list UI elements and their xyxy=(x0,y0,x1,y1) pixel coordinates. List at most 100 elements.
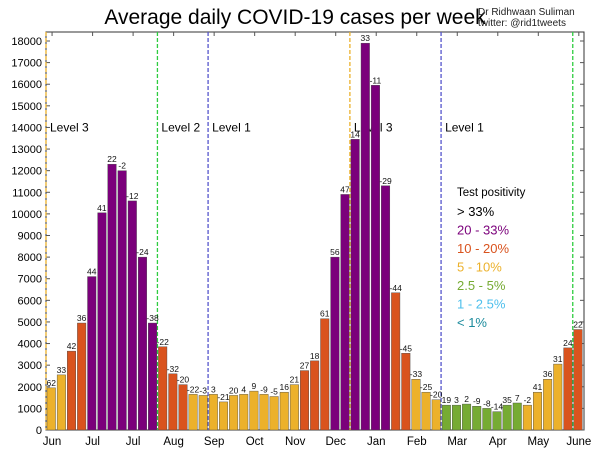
x-tick-label: Mar xyxy=(447,436,467,448)
bar-label: 9 xyxy=(251,381,256,391)
bar xyxy=(168,373,178,431)
legend-entry: 20 - 33% xyxy=(457,223,509,238)
x-tick-label: Feb xyxy=(407,436,427,448)
y-tick-label: 8000 xyxy=(18,252,42,264)
bar xyxy=(573,329,583,431)
bar-label: -14 xyxy=(491,402,504,412)
bar-label: -38 xyxy=(146,313,159,323)
bar xyxy=(188,394,198,431)
y-tick-label: 17000 xyxy=(11,58,42,70)
y-tick-label: 0 xyxy=(36,425,42,437)
bar xyxy=(553,363,563,431)
bar xyxy=(563,347,573,431)
y-tick-label: 6000 xyxy=(18,295,42,307)
bar-label: 41 xyxy=(533,382,543,392)
bar-label: -22 xyxy=(157,337,170,347)
bar-label: 27 xyxy=(300,361,310,371)
bar xyxy=(208,394,218,431)
bar xyxy=(350,139,360,431)
bar xyxy=(543,379,553,431)
bar xyxy=(472,406,482,431)
bar-label: 3 xyxy=(454,395,459,405)
bar-label: 21 xyxy=(290,375,300,385)
bar-label: -24 xyxy=(136,247,149,257)
bar xyxy=(411,379,421,431)
bar-label: 36 xyxy=(543,369,553,379)
bar xyxy=(249,390,259,431)
y-tick-label: 13000 xyxy=(11,144,42,156)
lockdown-level-label: Level 2 xyxy=(161,120,200,134)
bar xyxy=(107,163,117,431)
x-tick-label: Jul xyxy=(126,436,141,448)
bar xyxy=(492,411,502,431)
bar-label: -9 xyxy=(260,384,268,394)
bar xyxy=(512,402,522,431)
bar xyxy=(360,42,370,431)
bar xyxy=(269,396,279,431)
bar-label: 16 xyxy=(280,382,290,392)
bar-label: -33 xyxy=(410,369,423,379)
x-tick-label: Dec xyxy=(325,436,346,448)
bar xyxy=(431,399,441,431)
bar-label: -9 xyxy=(473,396,481,406)
bar xyxy=(300,370,309,431)
y-tick-label: 18000 xyxy=(11,36,42,48)
x-tick-label: Jan xyxy=(367,436,386,448)
bar-label: 24 xyxy=(563,338,573,348)
bar-label: -32 xyxy=(167,364,180,374)
bar xyxy=(391,292,401,431)
lockdown-level-label: Level 3 xyxy=(50,120,89,134)
bar xyxy=(401,353,411,431)
y-tick-label: 1000 xyxy=(18,403,42,415)
bar-label: 3 xyxy=(211,384,216,394)
y-tick-label: 7000 xyxy=(18,274,42,286)
x-tick-label: Nov xyxy=(285,436,306,448)
bar xyxy=(370,85,380,431)
bar-label: -25 xyxy=(420,382,433,392)
x-tick-label: Apr xyxy=(489,436,507,448)
bar xyxy=(452,404,461,431)
x-tick-label: Aug xyxy=(163,436,183,448)
bar xyxy=(259,394,269,431)
legend-entry: < 1% xyxy=(457,315,487,330)
x-tick-label: Jun xyxy=(43,436,62,448)
bar-label: 61 xyxy=(320,309,330,319)
bar xyxy=(381,185,391,431)
bar-label: 31 xyxy=(553,354,563,364)
y-tick-label: 4000 xyxy=(18,339,42,351)
bar xyxy=(97,212,107,431)
bar-label: 7 xyxy=(515,393,520,403)
bar-label: 22 xyxy=(107,154,117,164)
bar xyxy=(310,360,320,431)
bar xyxy=(67,350,76,431)
bar-label: 22 xyxy=(573,320,583,330)
y-tick-label: 2000 xyxy=(18,382,42,394)
legend-entry: 10 - 20% xyxy=(457,241,509,256)
bar-label: -5 xyxy=(270,387,278,397)
y-tick-label: 11000 xyxy=(12,187,42,199)
bar xyxy=(56,374,66,431)
bar xyxy=(502,404,512,431)
bar-label: -21 xyxy=(217,392,230,402)
bar xyxy=(137,256,147,431)
legend-entry: 1 - 2.5% xyxy=(457,297,506,312)
bar-label: 35 xyxy=(502,395,512,405)
bar-label: 20 xyxy=(229,385,239,395)
legend-title: Test positivity xyxy=(457,187,526,199)
bar-label: -11 xyxy=(370,75,382,85)
bar xyxy=(178,384,188,431)
bar xyxy=(117,170,127,431)
axes: 0 1000 2000 3000 4000 5000 6000 7000 8000 9000 100… xyxy=(11,31,591,448)
bar xyxy=(158,346,168,431)
y-tick-label: 3000 xyxy=(18,360,42,372)
bar xyxy=(441,404,451,431)
x-tick-label: Jul xyxy=(85,436,100,448)
bar-label: 33 xyxy=(361,33,371,43)
bar-label: 44 xyxy=(87,267,97,277)
legend: Test positivity > 33% 20 - 33% 10 - 20% 5 - … xyxy=(457,187,526,330)
x-tick-label: Sep xyxy=(204,436,224,448)
bar xyxy=(330,256,340,431)
lockdown-level-label: Level 1 xyxy=(445,120,484,134)
